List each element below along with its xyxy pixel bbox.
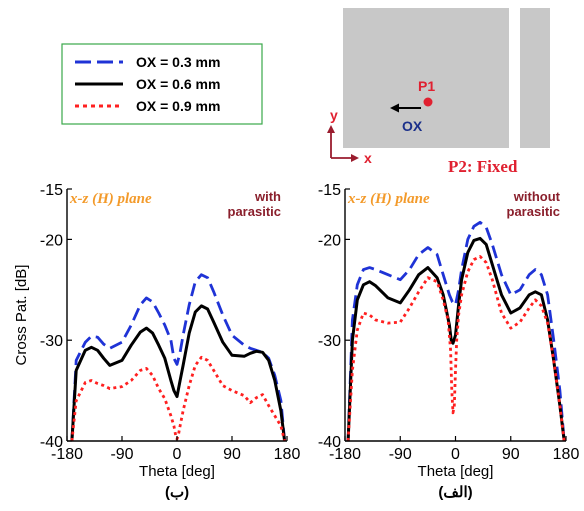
y-axis-title: Cross Pat. [dB] xyxy=(13,265,30,366)
p1-label: P1 xyxy=(418,78,435,94)
chart-panel-with-parasitic: -15 -20 -30 -40-180 -90 0 90 180 Theta [deg] Cros… xyxy=(13,182,300,501)
series-line-ox-0-9-mm xyxy=(346,255,566,442)
legend: OX = 0.3 mm OX = 0.6 mm OX = 0.9 mm xyxy=(61,43,263,125)
series-line-ox-0-3-mm xyxy=(70,273,286,442)
y-axis-label: y xyxy=(330,107,338,123)
x-tick-label: -90 xyxy=(389,446,412,463)
y-tick-label: -20 xyxy=(40,232,63,249)
ox-label: OX xyxy=(402,118,423,134)
chart-panel-without-parasitic: -15 -20 -30 -40-180 -90 0 90 180 Theta [deg] x-z … xyxy=(318,182,580,501)
x-tick-label: 180 xyxy=(274,446,301,463)
plane-label: x-z (H) plane xyxy=(347,191,430,207)
x-tick-label: -180 xyxy=(51,446,83,463)
series-line-ox-0-9-mm xyxy=(70,355,286,442)
y-tick-label: -30 xyxy=(40,333,63,350)
ox-arrowhead xyxy=(390,103,399,113)
x-tick-label: 90 xyxy=(223,446,241,463)
legend-label-0: OX = 0.3 mm xyxy=(136,54,220,70)
y-tick-label: -15 xyxy=(318,182,341,199)
panel-label: (ب) xyxy=(165,484,189,501)
parasitic-patch xyxy=(520,8,550,148)
x-axis-title: Theta [deg] xyxy=(418,463,494,480)
y-tick-label: -30 xyxy=(318,333,341,350)
feed-point-p1 xyxy=(423,97,433,107)
y-axis-arrowhead xyxy=(327,125,335,133)
parasitic-annotation-line: parasitic xyxy=(228,204,281,219)
y-tick-label: -20 xyxy=(318,232,341,249)
x-axis-title: Theta [deg] xyxy=(139,463,215,480)
parasitic-annotation-line: without xyxy=(513,189,561,204)
x-axis-label: x xyxy=(364,150,372,166)
antenna-schematic: P1 OX y x P2: Fixed xyxy=(327,8,550,176)
legend-label-2: OX = 0.9 mm xyxy=(136,98,220,114)
x-tick-label: -180 xyxy=(329,446,361,463)
plane-label: x-z (H) plane xyxy=(69,191,152,207)
parasitic-annotation-line: with xyxy=(254,189,281,204)
y-tick-label: -40 xyxy=(40,434,63,451)
series-line-ox-0-3-mm xyxy=(346,220,566,442)
x-tick-label: 0 xyxy=(173,446,182,463)
x-tick-label: 0 xyxy=(451,446,460,463)
legend-label-1: OX = 0.6 mm xyxy=(136,76,220,92)
x-axis-arrowhead xyxy=(351,154,359,162)
parasitic-annotation-line: parasitic xyxy=(507,204,560,219)
series-line-ox-0-6-mm xyxy=(70,304,287,442)
p2-fixed-label: P2: Fixed xyxy=(448,157,518,176)
y-tick-label: -40 xyxy=(318,434,341,451)
x-tick-label: 180 xyxy=(553,446,580,463)
main-patch xyxy=(343,8,509,148)
x-tick-label: 90 xyxy=(502,446,520,463)
x-tick-label: -90 xyxy=(110,446,133,463)
panel-label: (الف) xyxy=(438,484,472,501)
y-tick-label: -15 xyxy=(40,182,63,199)
